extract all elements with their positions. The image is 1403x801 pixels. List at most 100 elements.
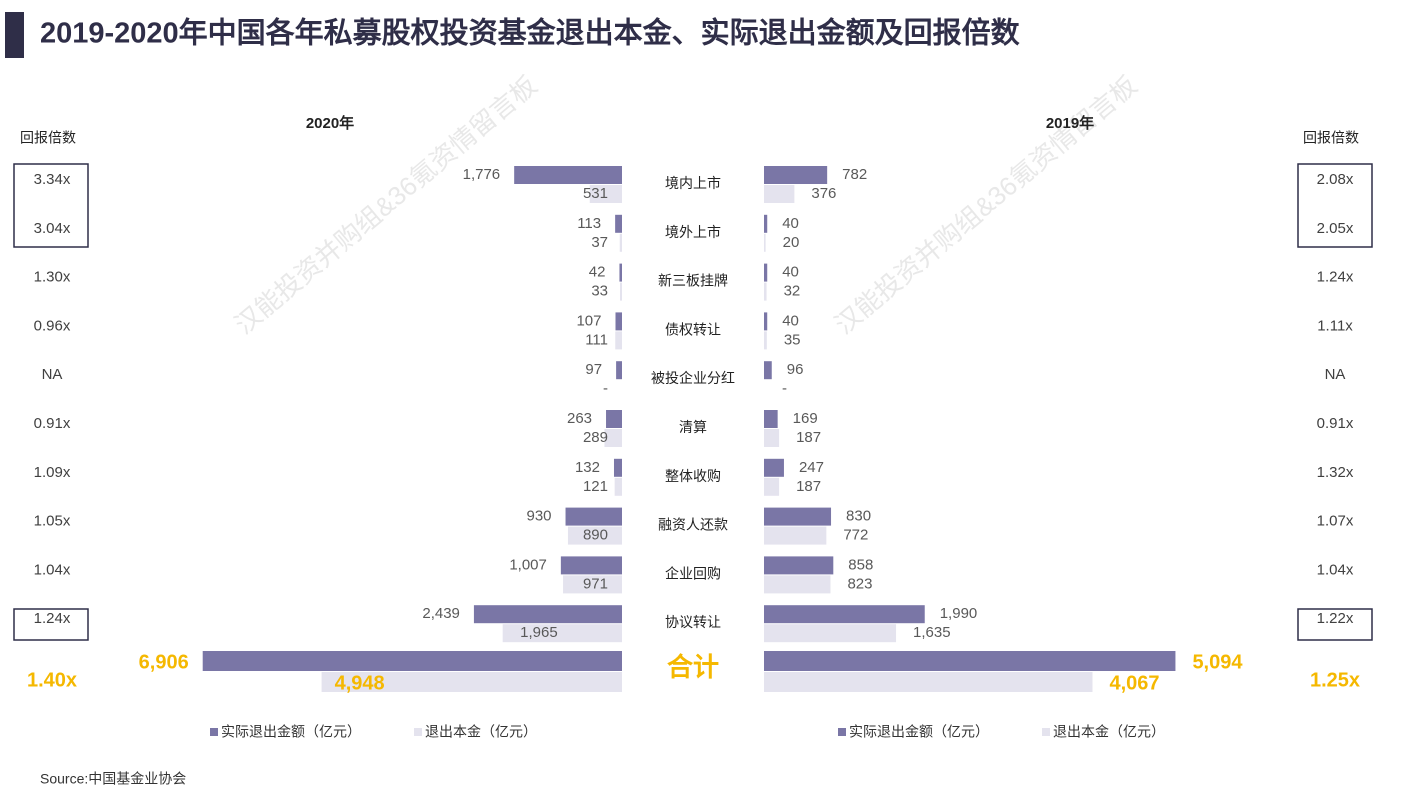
bar: [764, 556, 834, 575]
bar: [764, 651, 1176, 671]
category-label: 协议转让: [665, 615, 721, 631]
data-label: 247: [799, 459, 824, 476]
data-label: 121: [583, 478, 608, 495]
return-multiple: 1.09x: [34, 464, 71, 481]
data-label: 263: [567, 410, 592, 427]
return-multiple: 1.24x: [1317, 269, 1354, 286]
bar: [764, 214, 768, 233]
bar: [615, 214, 622, 233]
data-label: 37: [591, 234, 608, 251]
bar: [619, 263, 622, 282]
bar: [764, 263, 768, 282]
category-label: 清算: [679, 420, 707, 436]
return-multiple: 1.05x: [34, 513, 71, 530]
category-label: 新三板挂牌: [658, 273, 728, 290]
return-header: 回报倍数: [20, 130, 76, 146]
data-label: 531: [583, 185, 608, 202]
data-label: 6,906: [139, 651, 189, 673]
legend-marker: [1042, 728, 1050, 736]
bar: [764, 672, 1093, 692]
data-label: 1,776: [463, 166, 501, 183]
data-label: 111: [585, 331, 608, 348]
data-label: 20: [783, 234, 800, 251]
data-label: 858: [848, 556, 873, 573]
data-label: 32: [784, 283, 801, 300]
bar: [473, 605, 622, 624]
legend-label: 实际退出金额（亿元）: [849, 724, 989, 740]
watermark: 汉能投资并购组&36氪资情留言板: [229, 70, 543, 340]
category-label: 债权转让: [665, 322, 721, 338]
data-label: 1,965: [520, 624, 558, 641]
data-label: 132: [575, 459, 600, 476]
bar: [321, 672, 622, 692]
data-label: 1,990: [940, 605, 978, 622]
data-label: 96: [787, 361, 804, 378]
data-label: 289: [583, 429, 608, 446]
watermark: 汉能投资并购组&36氪资情留言板: [829, 70, 1143, 340]
category-label: 被投企业分红: [651, 370, 735, 387]
bar: [764, 605, 925, 624]
legend-label: 实际退出金额（亿元）: [221, 724, 361, 740]
data-label: 187: [796, 478, 821, 495]
bar: [614, 477, 622, 496]
data-label: 830: [846, 508, 871, 525]
return-multiple: 1.25x: [1310, 669, 1360, 691]
bar: [604, 429, 622, 447]
return-multiple: 1.04x: [34, 561, 71, 578]
return-multiple: 1.04x: [1317, 561, 1354, 578]
data-label: 890: [583, 527, 608, 544]
bar: [764, 185, 795, 203]
bar: [514, 166, 622, 184]
return-multiple: 2.05x: [1317, 220, 1354, 237]
data-label: -: [603, 380, 608, 397]
bar: [764, 624, 897, 643]
return-multiple: 0.91x: [34, 415, 71, 432]
bar: [764, 575, 831, 594]
bar: [764, 458, 784, 477]
bar: [764, 233, 766, 252]
chart-title: 2019-2020年中国各年私募股权投资基金退出本金、实际退出金额及回报倍数: [40, 16, 1021, 50]
data-label: 930: [527, 508, 552, 525]
return-multiple: NA: [1325, 366, 1346, 383]
data-label: 107: [576, 312, 601, 329]
bar: [589, 185, 622, 203]
data-label: 169: [793, 410, 818, 427]
bar: [764, 312, 768, 331]
legend-marker: [210, 728, 218, 736]
bar: [567, 526, 622, 545]
bar: [764, 361, 772, 380]
legend-marker: [838, 728, 846, 736]
title-marker: [5, 12, 24, 58]
bar: [616, 361, 622, 380]
bar: [764, 282, 767, 301]
highlight-box: [13, 163, 89, 248]
bar: [502, 624, 622, 643]
return-multiple: 0.91x: [1317, 415, 1354, 432]
bar: [764, 477, 780, 496]
bar: [615, 312, 622, 331]
bar: [764, 410, 778, 428]
legend-label: 退出本金（亿元）: [425, 724, 537, 740]
data-label: 823: [847, 575, 872, 592]
bar: [613, 458, 622, 477]
data-label: 4,948: [335, 672, 385, 694]
data-label: 40: [782, 264, 799, 281]
data-label: 782: [842, 166, 867, 183]
bar: [764, 331, 767, 350]
return-multiple: 1.22x: [1317, 610, 1354, 627]
return-multiple: NA: [42, 366, 63, 383]
bar: [764, 526, 827, 545]
return-multiple: 1.11x: [1317, 317, 1353, 334]
data-label: 2,439: [422, 605, 460, 622]
data-label: 376: [811, 185, 836, 202]
bar: [619, 282, 622, 301]
data-label: 971: [583, 575, 608, 592]
data-label: 97: [585, 361, 602, 378]
data-label: 4,067: [1109, 672, 1159, 694]
bar: [615, 331, 622, 350]
bar: [764, 429, 780, 447]
data-label: 40: [782, 312, 799, 329]
data-label: 113: [577, 215, 601, 232]
source-note: Source:中国基金业协会: [40, 771, 186, 787]
return-multiple: 2.08x: [1317, 171, 1354, 188]
